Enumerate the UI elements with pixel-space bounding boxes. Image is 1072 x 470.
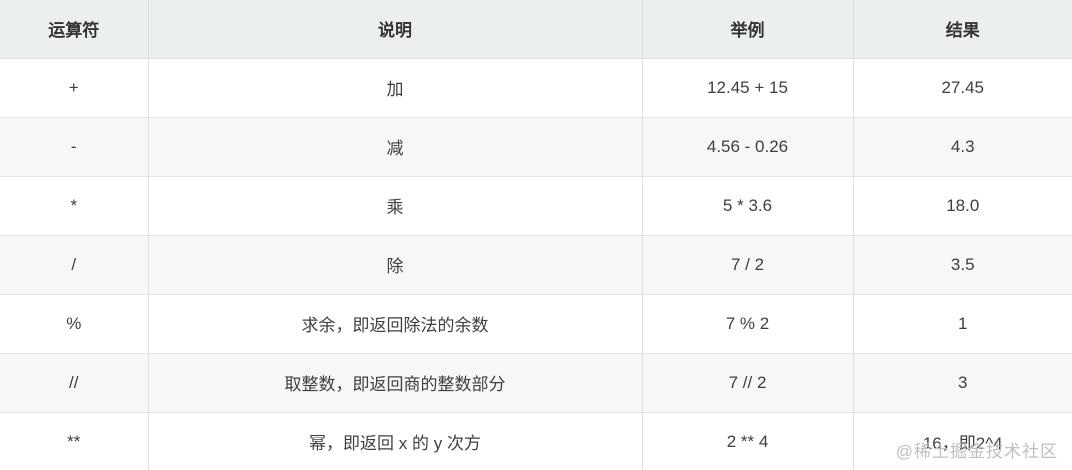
column-header: 结果 xyxy=(852,0,1072,58)
table-row: ** 幂，即返回 x 的 y 次方 2 ** 4 16，即2^4 xyxy=(0,411,1072,470)
table-cell: 取整数，即返回商的整数部分 xyxy=(147,352,642,412)
table-cell: 7 // 2 xyxy=(641,352,853,412)
table-row: + 加 12.45 + 15 27.45 xyxy=(0,57,1072,117)
table-cell: 27.45 xyxy=(852,57,1072,117)
table-cell: 3.5 xyxy=(852,234,1072,294)
header-row: 运算符 说明 举例 结果 xyxy=(0,0,1072,58)
table-cell: 7 % 2 xyxy=(641,293,853,353)
table-cell: 12.45 + 15 xyxy=(641,57,853,117)
table-cell: 16，即2^4 xyxy=(852,411,1072,470)
table-cell: / xyxy=(0,234,148,294)
table-cell: 减 xyxy=(147,116,642,176)
table-cell: // xyxy=(0,352,148,412)
table-row: - 减 4.56 - 0.26 4.3 xyxy=(0,116,1072,176)
column-header: 说明 xyxy=(147,0,642,58)
table-cell: * xyxy=(0,175,148,235)
table-cell: - xyxy=(0,116,148,176)
table-cell: 幂，即返回 x 的 y 次方 xyxy=(147,411,642,470)
table-cell: 加 xyxy=(147,57,642,117)
table-cell: + xyxy=(0,57,148,117)
table-cell: 1 xyxy=(852,293,1072,353)
table-cell: 4.3 xyxy=(852,116,1072,176)
table-cell: ** xyxy=(0,411,148,470)
column-header: 运算符 xyxy=(0,0,148,58)
table-body: + 加 12.45 + 15 27.45- 减 4.56 - 0.26 4.3 * 乘 5 * 3… xyxy=(0,57,1072,470)
table-cell: 3 xyxy=(852,352,1072,412)
table-cell: 乘 xyxy=(147,175,642,235)
column-header: 举例 xyxy=(641,0,853,58)
table-cell: 7 / 2 xyxy=(641,234,853,294)
table-row: / 除 7 / 2 3.5 xyxy=(0,234,1072,294)
table-cell: % xyxy=(0,293,148,353)
table-cell: 除 xyxy=(147,234,642,294)
table-cell: 4.56 - 0.26 xyxy=(641,116,853,176)
table-cell: 18.0 xyxy=(852,175,1072,235)
table-row: * 乘 5 * 3.6 18.0 xyxy=(0,175,1072,235)
table-cell: 5 * 3.6 xyxy=(641,175,853,235)
table-cell: 2 ** 4 xyxy=(641,411,853,470)
table-cell: 求余，即返回除法的余数 xyxy=(147,293,642,353)
